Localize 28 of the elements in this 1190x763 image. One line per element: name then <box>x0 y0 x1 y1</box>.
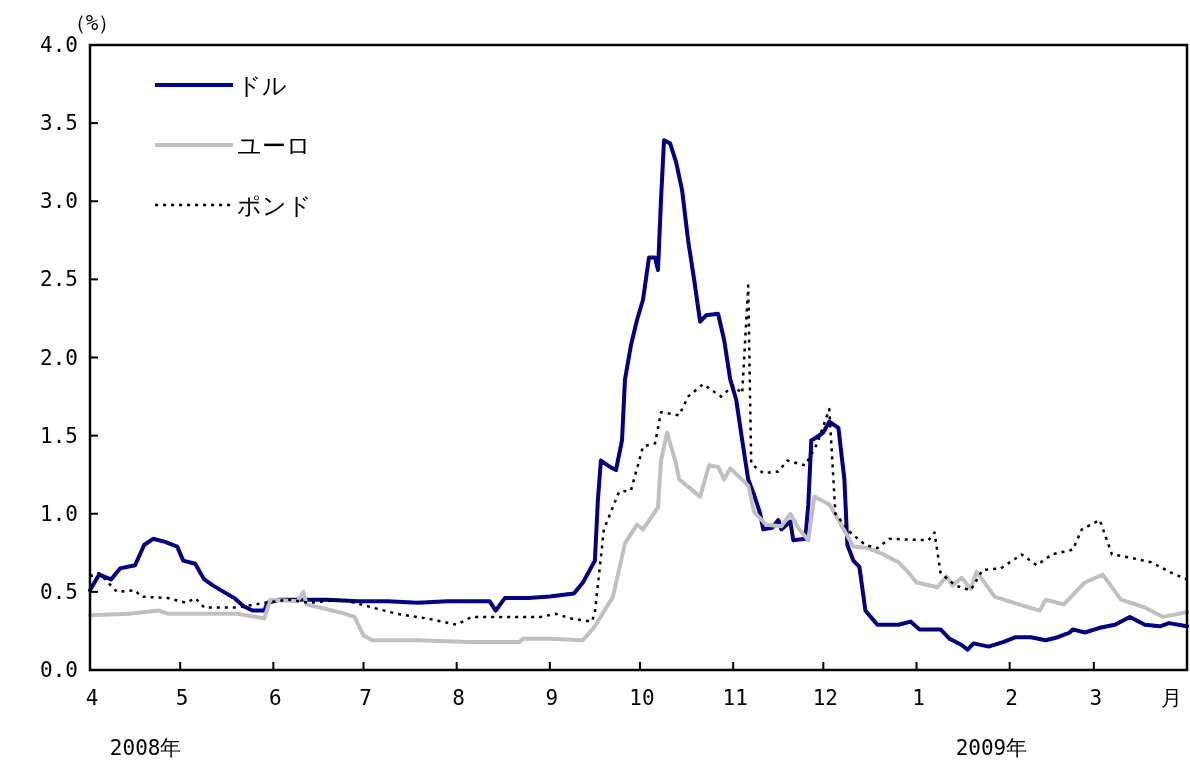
x-tick-label: 9 <box>545 686 559 710</box>
legend-label: ユーロ <box>237 132 311 160</box>
y-tick-label: 3.0 <box>40 189 78 214</box>
y-tick-label: 3.5 <box>40 111 78 136</box>
y-tick-label: 4.0 <box>40 33 78 57</box>
legend-label: ポンド <box>237 192 312 220</box>
y-tick-label: 2.0 <box>40 345 78 370</box>
text: 2009年 <box>955 736 1028 760</box>
y-tick-label: 1.0 <box>40 501 78 526</box>
x-tick-label: 2 <box>1005 686 1018 710</box>
text: 2008年 <box>109 736 182 760</box>
x-tick-label: 4 <box>85 686 99 710</box>
y-tick-label: 1.5 <box>40 423 78 448</box>
x-axis-title: 月 <box>1160 686 1182 710</box>
y-tick-label: 2.5 <box>40 267 78 292</box>
x-tick-label: 3 <box>1089 686 1103 710</box>
x-tick-label: 5 <box>175 686 189 710</box>
y-axis-title: （%） <box>64 11 120 35</box>
x-tick-label: 8 <box>452 686 465 710</box>
legend-label: ドル <box>237 72 287 100</box>
x-tick-label: 12 <box>812 686 838 710</box>
x-tick-label: 11 <box>722 686 748 710</box>
x-tick-label: 7 <box>359 686 372 710</box>
y-tick-label: 0.0 <box>40 658 78 682</box>
y-tick-label: 0.5 <box>40 579 78 604</box>
x-tick-label: 1 <box>912 686 925 710</box>
x-tick-label: 6 <box>269 686 282 710</box>
x-tick-label: 10 <box>629 686 655 710</box>
